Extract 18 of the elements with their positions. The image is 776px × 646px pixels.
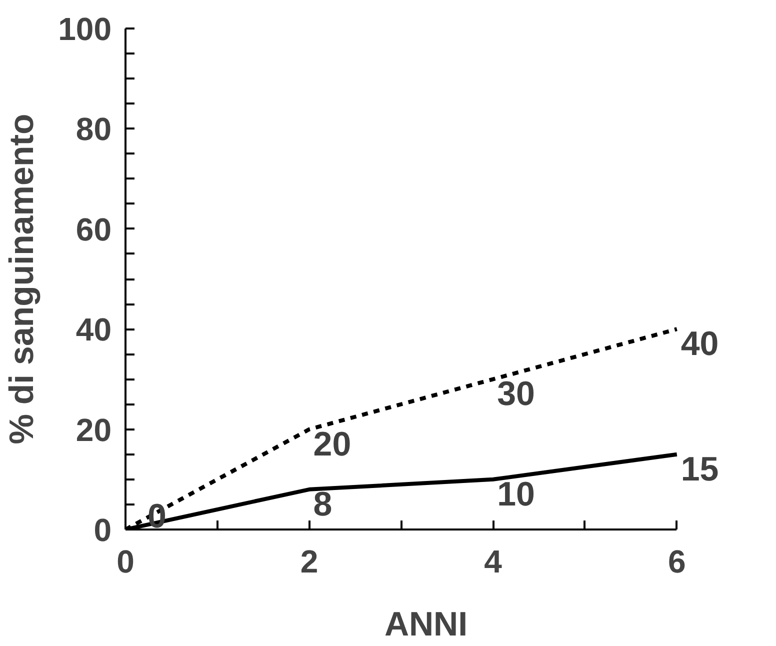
x-tick-label: 6: [668, 544, 686, 580]
y-tick-label: 100: [58, 11, 112, 47]
y-tick-label: 0: [94, 512, 112, 548]
data-label: 20: [313, 425, 352, 464]
data-label: 15: [680, 450, 719, 488]
x-tick-label: 0: [116, 544, 134, 580]
y-axis-title: % di sanguinamento: [3, 114, 42, 444]
y-tick-label: 80: [76, 111, 112, 148]
data-label: 8: [313, 485, 332, 524]
x-tick-label: 4: [484, 544, 502, 580]
x-axis-title: ANNI: [384, 606, 468, 644]
y-tick-label: 20: [76, 412, 112, 448]
data-label: 40: [680, 325, 719, 364]
data-label: 30: [497, 375, 535, 414]
y-tick-label: 60: [76, 211, 112, 248]
data-label: 10: [497, 475, 535, 514]
y-tick-label: 40: [76, 312, 112, 348]
x-tick-label: 2: [300, 544, 318, 580]
